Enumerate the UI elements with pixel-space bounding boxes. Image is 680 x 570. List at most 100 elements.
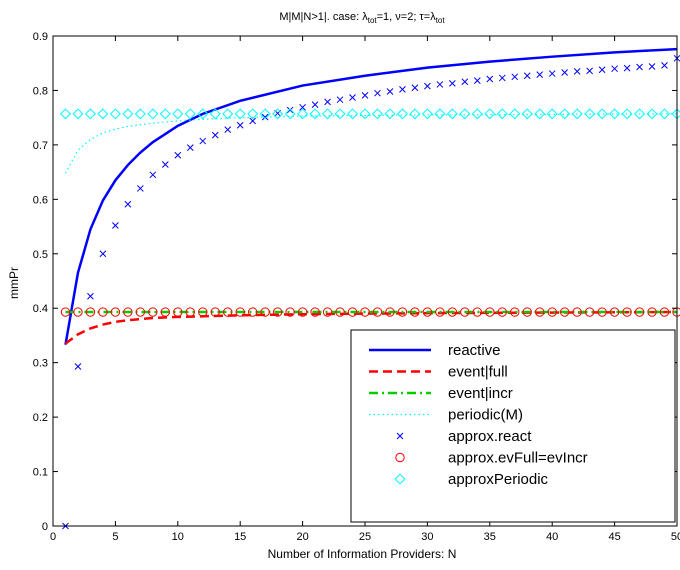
data-point bbox=[436, 81, 444, 88]
data-point bbox=[622, 307, 632, 317]
data-point bbox=[559, 307, 570, 317]
data-point bbox=[623, 64, 631, 72]
x-tick-label: 50 bbox=[671, 531, 680, 543]
y-tick-label: 0 bbox=[42, 521, 48, 533]
x-tick-label: 5 bbox=[112, 531, 118, 543]
data-point bbox=[523, 72, 531, 80]
data-point bbox=[249, 117, 257, 125]
data-point bbox=[611, 65, 618, 73]
data-point bbox=[561, 69, 569, 76]
x-tick-label: 45 bbox=[608, 531, 620, 543]
data-point bbox=[609, 307, 620, 317]
data-point bbox=[109, 108, 121, 120]
data-point bbox=[310, 307, 320, 317]
data-point bbox=[260, 307, 270, 317]
legend-label: event|full bbox=[448, 364, 508, 381]
y-tick-label: 0.9 bbox=[33, 31, 48, 43]
data-point bbox=[74, 363, 82, 370]
x-tick-label: 10 bbox=[172, 531, 184, 543]
data-point bbox=[185, 307, 195, 317]
x-tick-label: 30 bbox=[421, 531, 433, 543]
data-point bbox=[422, 307, 433, 317]
data-point bbox=[224, 126, 232, 133]
data-point bbox=[85, 307, 96, 317]
data-point bbox=[559, 108, 571, 120]
data-point bbox=[548, 70, 556, 77]
data-point bbox=[661, 62, 668, 69]
data-point bbox=[174, 151, 182, 159]
legend-label: approx.react bbox=[448, 428, 532, 445]
x-tick-label: 20 bbox=[296, 531, 308, 543]
data-point bbox=[409, 108, 421, 120]
legend-label: reactive bbox=[448, 342, 501, 359]
data-point bbox=[435, 307, 445, 317]
legend-entry: periodic(M) bbox=[369, 407, 523, 424]
legend-entry: approxPeriodic bbox=[394, 471, 549, 488]
data-point bbox=[535, 307, 545, 317]
y-tick-label: 0.5 bbox=[33, 249, 48, 261]
axes-layer: 0 5 10 15 20 25 30 35 40 45 50 0 0.1 0.2 0.3 0.4 0.5 0.6 0… bbox=[33, 31, 680, 543]
data-point bbox=[173, 307, 183, 317]
legend-label: event|incr bbox=[448, 385, 513, 402]
data-point bbox=[247, 307, 258, 317]
data-point bbox=[72, 108, 84, 120]
legend-entry: event|full bbox=[369, 364, 508, 381]
y-tick-label: 0.8 bbox=[33, 85, 48, 97]
data-point bbox=[211, 131, 219, 139]
data-point bbox=[547, 307, 557, 317]
data-point bbox=[484, 108, 496, 120]
data-point bbox=[511, 73, 519, 81]
data-point bbox=[361, 91, 369, 99]
data-point bbox=[272, 307, 283, 317]
legend-entry: event|incr bbox=[369, 385, 513, 402]
y-tick-label: 0.4 bbox=[33, 303, 48, 315]
data-point bbox=[410, 307, 420, 317]
data-point bbox=[199, 137, 207, 145]
data-point bbox=[172, 108, 184, 120]
data-point bbox=[571, 108, 583, 120]
data-point bbox=[371, 108, 383, 120]
x-tick-label: 15 bbox=[234, 531, 246, 543]
data-point bbox=[386, 88, 394, 95]
data-point bbox=[434, 108, 446, 120]
data-point bbox=[421, 108, 433, 120]
data-point bbox=[521, 108, 533, 120]
legend-swatch bbox=[395, 452, 405, 463]
legend-label: periodic(M) bbox=[448, 407, 523, 424]
data-point bbox=[509, 108, 521, 120]
legend-swatch bbox=[396, 432, 404, 440]
data-point bbox=[586, 67, 593, 75]
data-point bbox=[636, 63, 643, 71]
data-point bbox=[647, 307, 657, 317]
data-point bbox=[411, 84, 419, 92]
data-point bbox=[572, 307, 582, 317]
data-point bbox=[374, 89, 381, 97]
data-point bbox=[634, 307, 645, 317]
legend-entry: reactive bbox=[369, 342, 501, 359]
data-point bbox=[546, 108, 558, 120]
data-point bbox=[286, 106, 294, 114]
data-point bbox=[210, 307, 220, 317]
y-tick-label: 0.2 bbox=[33, 412, 48, 424]
data-point bbox=[73, 307, 83, 317]
data-point bbox=[299, 103, 306, 111]
data-point bbox=[485, 307, 495, 317]
data-point bbox=[349, 94, 356, 101]
legend-entry: approx.evFull=evIncr bbox=[395, 450, 588, 467]
chart-title: M|M|N>1|. case: λtot=1, ν=2; τ=λtot bbox=[279, 11, 445, 25]
data-point bbox=[598, 66, 606, 74]
data-point bbox=[597, 307, 607, 317]
data-point bbox=[234, 108, 246, 120]
data-point bbox=[99, 250, 107, 258]
data-point bbox=[247, 108, 259, 120]
series-line-0 bbox=[64, 47, 678, 345]
series-layer bbox=[59, 47, 680, 530]
data-point bbox=[137, 185, 144, 192]
x-tick-label: 35 bbox=[484, 531, 496, 543]
y-tick-label: 0.7 bbox=[33, 140, 48, 152]
data-point bbox=[397, 307, 408, 317]
x-tick-label: 25 bbox=[359, 531, 371, 543]
data-point bbox=[399, 86, 406, 93]
data-point bbox=[259, 108, 271, 120]
data-point bbox=[186, 144, 194, 151]
